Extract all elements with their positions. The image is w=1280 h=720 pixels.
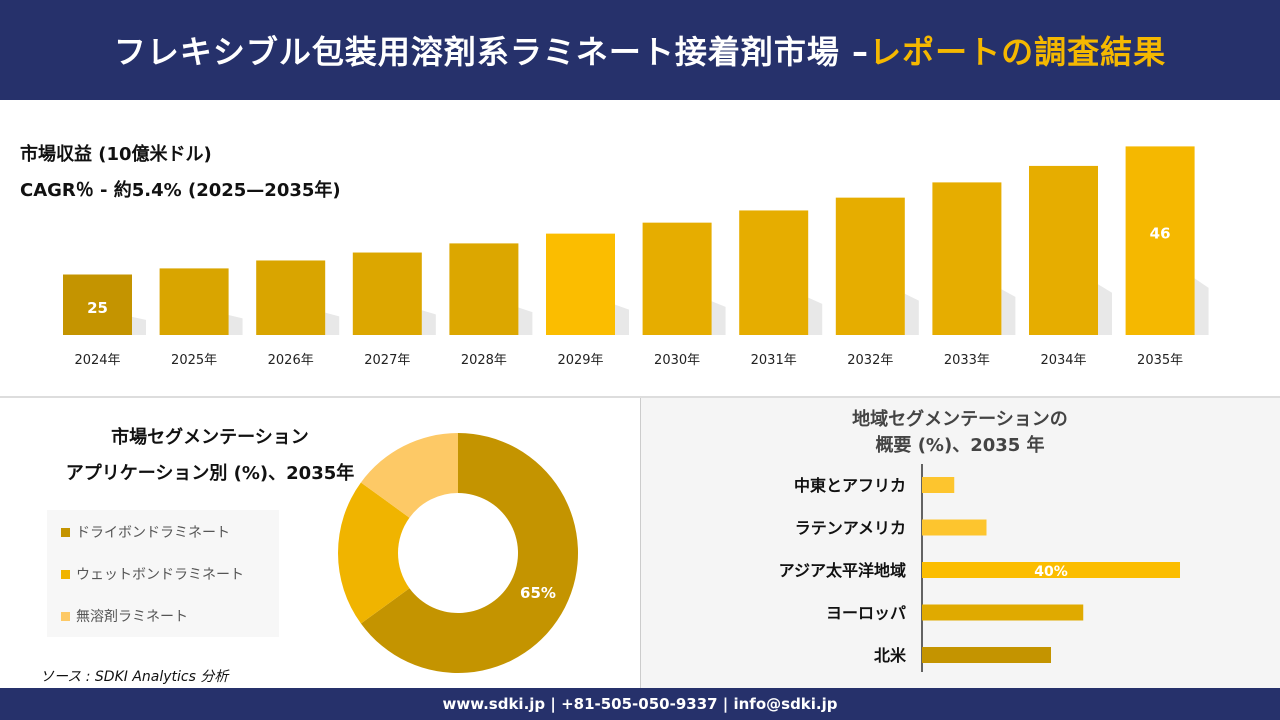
divider (0, 396, 1280, 398)
category-label: 中東とアフリカ (794, 476, 906, 495)
bar (922, 604, 1084, 621)
revenue-chart-title: 市場収益 (10億米ドル) (20, 144, 212, 165)
bar (546, 233, 615, 335)
bar (159, 268, 229, 335)
source-note: ソース : SDKI Analytics 分析 (40, 669, 229, 685)
bar (922, 519, 987, 536)
data-label: 46 (1150, 224, 1171, 242)
legend-swatch (61, 611, 70, 621)
x-tick-label: 2026年 (268, 353, 314, 368)
bar (256, 260, 326, 335)
footer-contact: www.sdki.jp | +81-505-050-9337 | info@sd… (0, 688, 1280, 720)
bar (352, 252, 422, 335)
category-label: ラテンアメリカ (795, 519, 906, 538)
cagr-subtitle: CAGR％ - 約5.4% (2025—2035年) (20, 180, 341, 201)
bar-shadow (711, 301, 726, 335)
bar (932, 182, 1002, 335)
bar (63, 274, 132, 335)
bar-shadow (421, 310, 436, 335)
data-label: 40% (1034, 564, 1068, 580)
application-chart-subtitle: アプリケーション別 (%)、2035年 (65, 463, 355, 484)
page-title: フレキシブル包装用溶剤系ラミネート接着剤市場 – レポートの調査結果 (0, 0, 1280, 100)
bar-shadow (1098, 284, 1112, 335)
bar (449, 243, 519, 335)
bar-shadow (904, 293, 919, 335)
x-tick-label: 2032年 (847, 353, 893, 368)
legend-item: ドライボンドラミネート (61, 522, 230, 542)
donut-slice (360, 433, 458, 518)
legend: ドライボンドラミネート ウェットボンドラミネート 無溶剤ラミネート (47, 510, 279, 637)
legend-label: ウェットボンドラミネート (76, 567, 244, 583)
bar-shadow (228, 315, 243, 335)
bar-shadow (518, 307, 533, 335)
x-tick-label: 2025年 (171, 353, 217, 368)
application-chart-title: 市場セグメンテーション (111, 427, 309, 448)
revenue-bar-chart: 2024年 25 2025年 2026年 2027年 2028年 2029年 2030年 203… (63, 146, 1209, 368)
legend-item: 無溶剤ラミネート (61, 606, 188, 626)
data-label: 65% (520, 584, 556, 602)
bar-shadow (615, 304, 629, 335)
region-panel (640, 398, 1280, 688)
bar (1029, 165, 1098, 335)
bar (1125, 146, 1195, 335)
bar-shadow (132, 316, 146, 335)
x-tick-label: 2027年 (364, 353, 410, 368)
title-main: フレキシブル包装用溶剤系ラミネート接着剤市場 – (113, 33, 870, 71)
legend-swatch (61, 527, 70, 537)
bar (739, 210, 809, 335)
bar (642, 222, 712, 335)
bar-shadow (808, 297, 823, 335)
donut-slice (360, 433, 578, 673)
bar-shadow (325, 312, 340, 335)
bar (922, 647, 1051, 663)
application-donut-chart: 65% (338, 433, 578, 673)
x-tick-label: 2030年 (654, 353, 700, 368)
legend-label: 無溶剤ラミネート (76, 609, 188, 625)
title-highlight: レポートの調査結果 (869, 33, 1167, 71)
data-label: 25 (87, 299, 108, 317)
bar-shadow (1194, 278, 1209, 335)
x-tick-label: 2035年 (1137, 353, 1183, 368)
legend-swatch (61, 569, 70, 579)
x-tick-label: 2034年 (1040, 353, 1086, 368)
region-chart-title: 地域セグメンテーションの (852, 409, 1068, 430)
x-tick-label: 2024年 (74, 353, 120, 368)
x-tick-label: 2031年 (751, 353, 797, 368)
legend-item: ウェットボンドラミネート (61, 564, 244, 584)
bar (835, 197, 905, 335)
bar-shadow (1001, 289, 1016, 335)
bar (922, 477, 955, 493)
x-tick-label: 2033年 (944, 353, 990, 368)
bar (922, 562, 1180, 578)
region-chart-subtitle: 概要 (%)、2035 年 (875, 435, 1045, 456)
category-label: アジア太平洋地域 (779, 561, 906, 580)
x-tick-label: 2029年 (557, 353, 603, 368)
x-tick-label: 2028年 (461, 353, 507, 368)
category-label: 北米 (874, 646, 907, 665)
donut-slice (338, 482, 410, 624)
legend-label: ドライボンドラミネート (76, 525, 230, 541)
category-label: ヨーロッパ (826, 604, 906, 623)
